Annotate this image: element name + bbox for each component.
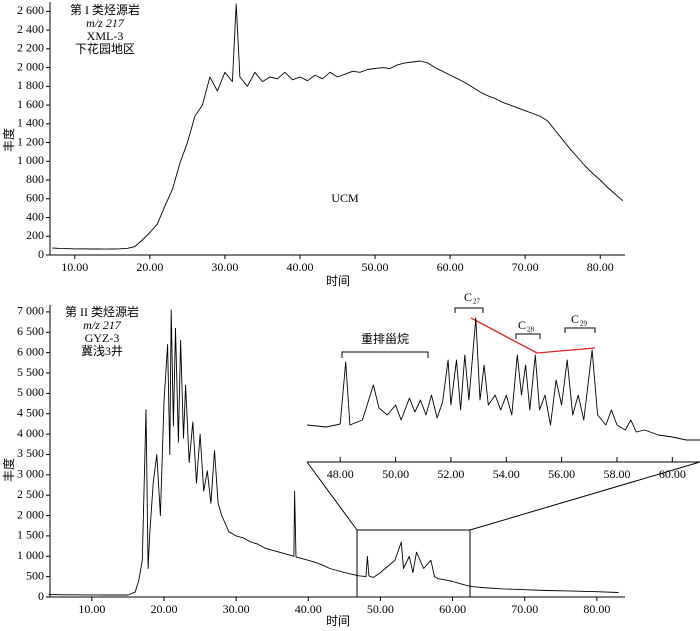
y-tick-label: 200 bbox=[26, 228, 44, 242]
y-tick-label: 1 600 bbox=[17, 97, 44, 111]
x-tick-label: 60.00 bbox=[437, 260, 464, 274]
x-tick-label: 80.00 bbox=[587, 260, 614, 274]
x-tick-label: 48.00 bbox=[327, 467, 354, 481]
annotation: m/z 217 bbox=[86, 16, 125, 30]
y-tick-label: 2 500 bbox=[17, 487, 44, 501]
peak-label: C bbox=[518, 318, 526, 332]
annotation: 下花园地区 bbox=[75, 41, 135, 56]
y-tick-label: 2 200 bbox=[17, 41, 44, 55]
x-tick-label: 58.00 bbox=[603, 467, 630, 481]
y-tick-label: 6 500 bbox=[17, 324, 44, 338]
x-tick-label: 52.00 bbox=[437, 467, 464, 481]
y-tick-label: 0 bbox=[38, 247, 44, 261]
y-tick-label: 4 000 bbox=[17, 426, 44, 440]
y-tick-label: 400 bbox=[26, 209, 44, 223]
y-tick-label: 3 500 bbox=[17, 446, 44, 460]
bracket bbox=[515, 333, 541, 339]
y-tick-label: 6 000 bbox=[17, 344, 44, 358]
x-tick-label: 30.00 bbox=[211, 260, 238, 274]
annotation: 重排甾烷 bbox=[361, 332, 409, 346]
x-tick-label: 40.00 bbox=[295, 602, 322, 616]
zoom-connector bbox=[306, 461, 358, 531]
x-tick-label: 60.00 bbox=[659, 467, 686, 481]
annotation: XML-3 bbox=[87, 29, 124, 43]
bracket bbox=[564, 327, 596, 333]
trace bbox=[306, 317, 700, 441]
x-tick-label: 10.00 bbox=[61, 260, 88, 274]
y-axis-label: 丰度 bbox=[1, 128, 16, 152]
annotation: GYZ-3 bbox=[85, 331, 120, 345]
x-tick-label: 60.00 bbox=[439, 602, 466, 616]
zoom-connector bbox=[469, 461, 700, 531]
y-tick-label: 2 600 bbox=[17, 3, 44, 17]
trace bbox=[52, 3, 623, 250]
annotation: 第 I 类烃源岩 bbox=[70, 2, 140, 17]
y-tick-label: 2 400 bbox=[17, 22, 44, 36]
annotation: 冀浅3井 bbox=[81, 344, 123, 358]
y-tick-label: 3 000 bbox=[17, 467, 44, 481]
peak-label: C bbox=[464, 290, 472, 304]
peak-label-sub: 28 bbox=[527, 326, 535, 334]
trend-line bbox=[470, 317, 596, 354]
annotation: UCM bbox=[331, 191, 359, 205]
x-axis-label: 时间 bbox=[326, 274, 350, 288]
x-axis-label: 时间 bbox=[326, 614, 350, 628]
zoom-box bbox=[356, 529, 471, 598]
x-tick-label: 56.00 bbox=[548, 467, 575, 481]
y-tick-label: 5 500 bbox=[17, 365, 44, 379]
trace bbox=[48, 309, 619, 596]
y-tick-label: 0 bbox=[38, 589, 44, 603]
y-tick-label: 1 200 bbox=[17, 134, 44, 148]
y-tick-label: 7 000 bbox=[17, 304, 44, 318]
peak-label-sub: 29 bbox=[580, 320, 588, 328]
annotation: 第 II 类烃源岩 bbox=[65, 304, 139, 319]
x-tick-label: 50.00 bbox=[367, 602, 394, 616]
peak-label-sub: 27 bbox=[473, 298, 481, 306]
x-tick-label: 70.00 bbox=[511, 602, 538, 616]
x-tick-label: 20.00 bbox=[136, 260, 163, 274]
x-tick-label: 54.00 bbox=[493, 467, 520, 481]
y-axis-label: 丰度 bbox=[1, 458, 16, 482]
x-tick-label: 30.00 bbox=[223, 602, 250, 616]
x-tick-label: 50.00 bbox=[362, 260, 389, 274]
annotation: m/z 217 bbox=[83, 318, 122, 332]
y-tick-label: 5 000 bbox=[17, 385, 44, 399]
x-tick-label: 50.00 bbox=[382, 467, 409, 481]
y-tick-label: 1 000 bbox=[17, 153, 44, 167]
y-tick-label: 1 400 bbox=[17, 116, 44, 130]
bracket bbox=[341, 351, 429, 358]
y-tick-label: 1 000 bbox=[17, 548, 44, 562]
y-tick-label: 4 500 bbox=[17, 405, 44, 419]
y-tick-label: 800 bbox=[26, 172, 44, 186]
y-tick-label: 1 500 bbox=[17, 528, 44, 542]
x-tick-label: 80.00 bbox=[583, 602, 610, 616]
y-tick-label: 2 000 bbox=[17, 59, 44, 73]
x-tick-label: 40.00 bbox=[286, 260, 313, 274]
y-tick-label: 600 bbox=[26, 191, 44, 205]
x-tick-label: 70.00 bbox=[512, 260, 539, 274]
y-tick-label: 500 bbox=[26, 568, 44, 582]
peak-label: C bbox=[571, 312, 579, 326]
y-tick-label: 2 000 bbox=[17, 507, 44, 521]
x-tick-label: 20.00 bbox=[150, 602, 177, 616]
y-tick-label: 1 800 bbox=[17, 78, 44, 92]
bracket bbox=[454, 307, 484, 313]
x-tick-label: 10.00 bbox=[78, 602, 105, 616]
